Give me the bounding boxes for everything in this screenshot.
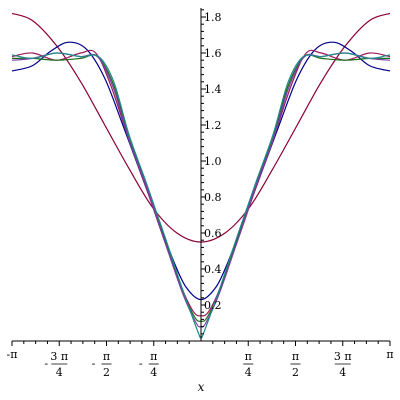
y-tick-label: 1.2	[204, 119, 222, 132]
x-tick-denominator: 2	[292, 366, 299, 379]
x-tick-denominator: 4	[150, 366, 157, 379]
x-tick-numerator: π	[245, 350, 252, 363]
x-tick-denominator: 4	[339, 366, 346, 379]
x-tick-label: -3 π 4	[44, 350, 68, 379]
x-tick-numerator: π	[292, 350, 299, 363]
x-tick-sign: -	[44, 357, 48, 370]
y-tick-label: 1.8	[204, 11, 222, 24]
x-tick-label: -π	[7, 348, 18, 361]
x-tick-sign: -	[139, 357, 143, 370]
y-tick-label: 1.0	[204, 155, 222, 168]
y-tick-label: 1.4	[204, 83, 222, 96]
x-tick-label: π	[386, 348, 393, 361]
y-tick-label: 1.6	[204, 47, 222, 60]
x-tick-label: 3 π4	[334, 350, 352, 379]
x-tick-text: -π	[7, 348, 18, 361]
x-tick-text: π	[386, 348, 393, 361]
y-tick-label: 0.4	[204, 263, 222, 276]
x-tick-denominator: 4	[245, 366, 252, 379]
x-tick-numerator: π	[150, 350, 157, 363]
y-tick-label: 0.6	[204, 227, 222, 240]
x-tick-label: π4	[243, 350, 254, 379]
x-tick-label: -π 2	[92, 350, 112, 379]
y-tick-label: 0.2	[204, 299, 222, 312]
y-axis-ticks: 0.2 0.4 0.6 0.8 1.0 1.2 1.4 1.6 1.8	[201, 9, 222, 335]
x-tick-sign: -	[92, 357, 96, 370]
x-tick-numerator: 3 π	[334, 350, 352, 363]
x-tick-denominator: 2	[103, 366, 110, 379]
x-tick-numerator: π	[103, 350, 110, 363]
x-axis-label: x	[198, 380, 205, 394]
x-tick-denominator: 4	[56, 366, 63, 379]
x-tick-label: -π 4	[139, 350, 159, 379]
y-tick-label: 0.8	[204, 191, 222, 204]
x-tick-label: π2	[290, 350, 301, 379]
x-tick-numerator: 3 π	[50, 350, 68, 363]
